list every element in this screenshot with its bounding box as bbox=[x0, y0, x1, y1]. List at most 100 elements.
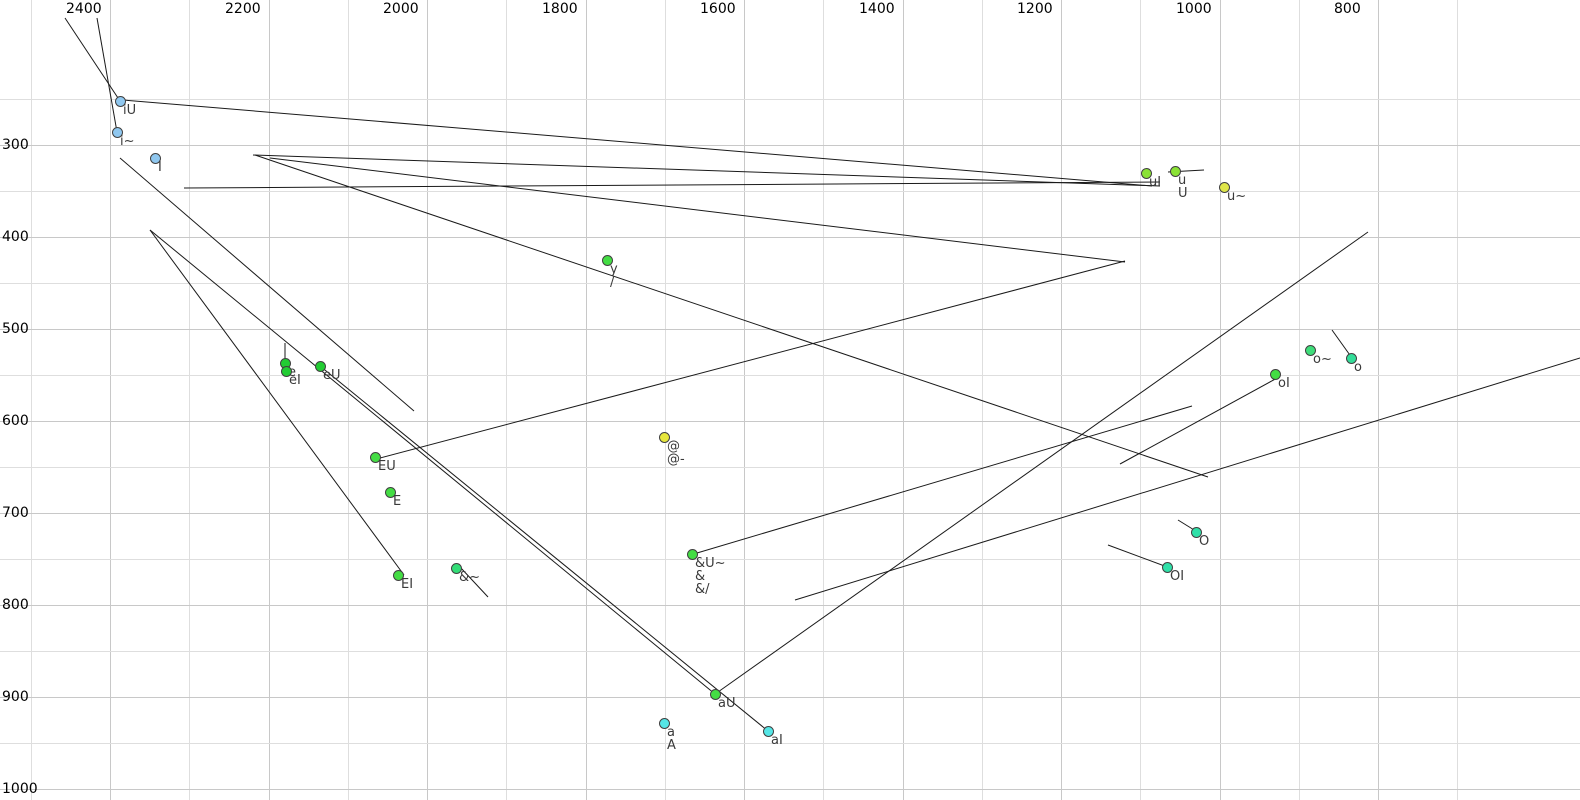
vowel-point[interactable] bbox=[281, 366, 292, 377]
vowel-point[interactable] bbox=[112, 127, 123, 138]
grid-line-horizontal bbox=[0, 99, 1580, 100]
grid-line-vertical bbox=[1299, 0, 1300, 800]
grid-line-horizontal bbox=[0, 605, 1580, 606]
grid-line-vertical bbox=[348, 0, 349, 800]
grid-line-horizontal bbox=[0, 237, 1580, 238]
vowel-point[interactable] bbox=[1170, 166, 1181, 177]
y-tick-label: 800 bbox=[2, 597, 29, 613]
vowel-label: &U~ & &/ bbox=[695, 556, 726, 597]
grid-line-horizontal bbox=[0, 651, 1580, 652]
vowel-label: y / bbox=[610, 262, 618, 290]
vowel-label: oI bbox=[1278, 376, 1290, 391]
vowel-label: uI bbox=[1149, 175, 1162, 190]
vowel-point[interactable] bbox=[659, 432, 670, 443]
vowel-point[interactable] bbox=[451, 563, 462, 574]
x-tick-label: 1200 bbox=[1017, 1, 1053, 17]
grid-line-horizontal bbox=[0, 697, 1580, 698]
grid-line-vertical bbox=[1457, 0, 1458, 800]
y-tick-label: 1000 bbox=[2, 781, 38, 797]
vowel-label: u U bbox=[1178, 173, 1188, 201]
trajectory-line bbox=[64, 17, 121, 102]
x-tick-label: 2200 bbox=[225, 1, 261, 17]
grid-line-horizontal bbox=[0, 145, 1580, 146]
trajectory-line bbox=[379, 260, 1126, 459]
vowel-point[interactable] bbox=[1219, 182, 1230, 193]
vowel-label: aU bbox=[718, 696, 736, 711]
vowel-point[interactable] bbox=[1270, 369, 1281, 380]
trajectory-line bbox=[696, 405, 1193, 554]
y-tick-label: 900 bbox=[2, 689, 29, 705]
vowel-label: E bbox=[393, 494, 402, 509]
trajectory-line bbox=[183, 181, 1161, 189]
y-tick-label: 400 bbox=[2, 229, 29, 245]
vowel-point[interactable] bbox=[1305, 345, 1316, 356]
grid-line-vertical bbox=[1061, 0, 1062, 800]
grid-line-vertical bbox=[31, 0, 32, 800]
grid-line-vertical bbox=[1220, 0, 1221, 800]
trajectory-line bbox=[122, 99, 1153, 187]
y-tick-label: 300 bbox=[2, 137, 29, 153]
vowel-label: &~ bbox=[459, 570, 481, 585]
vowel-label: @ @- bbox=[667, 439, 685, 467]
grid-line-vertical bbox=[982, 0, 983, 800]
x-tick-label: 2400 bbox=[66, 1, 102, 17]
grid-line-vertical bbox=[110, 0, 111, 800]
grid-line-horizontal bbox=[0, 513, 1580, 514]
trajectory-line bbox=[252, 154, 1161, 187]
vowel-point[interactable] bbox=[370, 452, 381, 463]
vowel-label: e bbox=[288, 365, 296, 380]
grid-line-horizontal bbox=[0, 283, 1580, 284]
vowel-point[interactable] bbox=[687, 549, 698, 560]
x-tick-label: 800 bbox=[1334, 1, 1361, 17]
vowel-point[interactable] bbox=[1162, 562, 1173, 573]
grid-line-horizontal bbox=[0, 743, 1580, 744]
trajectory-line bbox=[1107, 544, 1171, 569]
grid-line-horizontal bbox=[0, 789, 1580, 790]
grid-line-vertical bbox=[189, 0, 190, 800]
vowel-point[interactable] bbox=[393, 570, 404, 581]
vowel-point[interactable] bbox=[385, 487, 396, 498]
x-tick-label: 1800 bbox=[542, 1, 578, 17]
grid-line-horizontal bbox=[0, 329, 1580, 330]
vowel-point[interactable] bbox=[115, 96, 126, 107]
trajectory-line bbox=[96, 17, 118, 133]
vowel-label: EI bbox=[401, 577, 414, 592]
grid-line-vertical bbox=[586, 0, 587, 800]
x-tick-label: 1600 bbox=[700, 1, 736, 17]
vowel-point[interactable] bbox=[1346, 353, 1357, 364]
vowel-label: eU bbox=[323, 368, 341, 383]
trajectory-line bbox=[254, 154, 1209, 478]
vowel-label: OI bbox=[1170, 569, 1185, 584]
trajectory-line bbox=[794, 357, 1580, 601]
x-tick-label: 1000 bbox=[1176, 1, 1212, 17]
y-tick-label: 500 bbox=[2, 321, 29, 337]
trajectory-line bbox=[717, 231, 1369, 693]
vowel-label: o~ bbox=[1313, 352, 1332, 367]
vowel-point[interactable] bbox=[315, 361, 326, 372]
trajectory-line bbox=[149, 229, 716, 695]
vowel-point[interactable] bbox=[602, 255, 613, 266]
grid-line-vertical bbox=[427, 0, 428, 800]
grid-line-vertical bbox=[903, 0, 904, 800]
vowel-point[interactable] bbox=[710, 689, 721, 700]
trajectory-line bbox=[119, 157, 415, 412]
grid-line-vertical bbox=[269, 0, 270, 800]
grid-line-vertical bbox=[823, 0, 824, 800]
vowel-label: i~ bbox=[120, 134, 135, 149]
y-tick-label: 600 bbox=[2, 413, 29, 429]
vowel-point[interactable] bbox=[1141, 168, 1152, 179]
vowel-point[interactable] bbox=[659, 718, 670, 729]
vowel-label: u~ bbox=[1227, 189, 1247, 204]
vowel-label: eI bbox=[289, 373, 301, 388]
vowel-label: o bbox=[1354, 360, 1362, 375]
grid-line-vertical bbox=[744, 0, 745, 800]
vowel-point[interactable] bbox=[1191, 527, 1202, 538]
grid-line-horizontal bbox=[0, 375, 1580, 376]
vowel-label: a A bbox=[667, 725, 676, 753]
vowel-point[interactable] bbox=[150, 153, 161, 164]
vowel-point[interactable] bbox=[763, 726, 774, 737]
y-tick-label: 700 bbox=[2, 505, 29, 521]
trajectory-line bbox=[269, 157, 1126, 263]
